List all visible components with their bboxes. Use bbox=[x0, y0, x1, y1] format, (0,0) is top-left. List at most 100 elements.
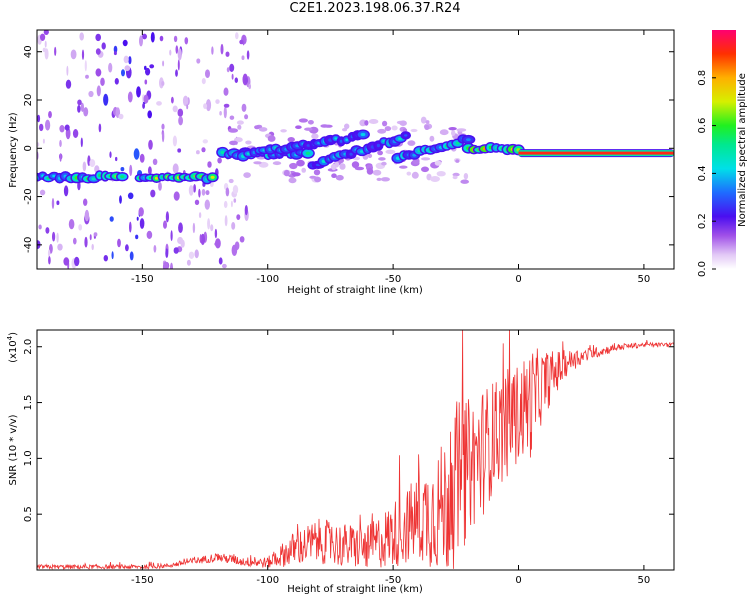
x-tick-label: -150 bbox=[131, 575, 154, 586]
spectrogram-noise-blob bbox=[241, 55, 245, 60]
spectrogram-noise-blob bbox=[39, 189, 46, 196]
spectrogram-noise-blob bbox=[111, 251, 114, 260]
spectrogram-noise-blob bbox=[172, 135, 177, 147]
y-tick-label: 0 bbox=[23, 145, 34, 151]
spectrogram-noise-blob bbox=[207, 161, 212, 168]
spectrogram-noise-blob bbox=[223, 106, 227, 119]
x-tick-label: 50 bbox=[638, 274, 651, 285]
spectrogram-noise-blob bbox=[175, 45, 179, 54]
spectrogram-haze-blob bbox=[288, 177, 297, 184]
spectrogram-haze-blob bbox=[380, 177, 390, 182]
spectrogram-haze-blob bbox=[377, 128, 387, 134]
spectrogram-noise-blob bbox=[37, 114, 41, 123]
spectrogram-noise-blob bbox=[83, 198, 88, 206]
spectrogram-noise-blob bbox=[173, 191, 180, 201]
spectrogram-noise-blob bbox=[129, 164, 133, 177]
spectrogram-noise-blob bbox=[220, 43, 224, 55]
spectrogram-frame bbox=[36, 29, 675, 270]
spectrogram-noise-blob bbox=[193, 184, 197, 193]
spectrogram-noise-blob bbox=[139, 35, 143, 47]
spectrogram-haze-blob bbox=[366, 167, 374, 175]
spectrogram-ridge-peak bbox=[382, 140, 386, 143]
spectrogram-ridge-peak bbox=[154, 176, 159, 180]
y-tick-label: -40 bbox=[23, 237, 34, 253]
y-tick-label: 1.0 bbox=[23, 450, 34, 466]
spectrogram-noise-blob bbox=[226, 67, 230, 73]
spectrogram-haze-blob bbox=[320, 124, 329, 128]
spectrogram-haze-blob bbox=[289, 162, 298, 170]
spectrogram-haze-blob bbox=[424, 124, 430, 130]
spectrogram-noise-blob bbox=[136, 216, 139, 221]
spectrogram-y-axis-label: Frequency (Hz) bbox=[8, 112, 19, 188]
spectrogram-noise-blob bbox=[239, 236, 245, 243]
spectrogram-noise-blob bbox=[224, 215, 228, 227]
spectrogram-noise-blob bbox=[73, 237, 77, 245]
spectrogram-noise-blob bbox=[100, 77, 105, 87]
spectrogram-noise-blob bbox=[139, 218, 145, 229]
spectrogram-noise-blob bbox=[128, 56, 132, 65]
spectrogram-noise-blob bbox=[117, 238, 121, 248]
spectrogram-haze-blob bbox=[335, 174, 344, 181]
spectrogram-noise-blob bbox=[79, 32, 84, 41]
spectrogram-noise-blob bbox=[177, 108, 184, 117]
spectrogram-haze-blob bbox=[339, 163, 346, 170]
spectrogram-noise-blob bbox=[78, 224, 83, 231]
spectrogram-noise-blob bbox=[186, 259, 191, 266]
spectrogram-haze-blob bbox=[451, 130, 456, 137]
spectrogram-noise-blob bbox=[177, 59, 180, 71]
spectrogram-noise-blob bbox=[201, 188, 206, 196]
spectrogram-haze-blob bbox=[425, 120, 430, 124]
spectrogram-noise-blob bbox=[170, 230, 173, 242]
spectrogram-noise-blob bbox=[115, 156, 118, 162]
spectrogram-haze-blob bbox=[295, 125, 302, 129]
y-tick-label: 40 bbox=[23, 45, 34, 58]
spectrogram-noise-blob bbox=[136, 86, 141, 98]
colorbar-gradient bbox=[712, 30, 736, 269]
x-tick-label: -100 bbox=[256, 575, 279, 586]
spectrogram-noise-blob bbox=[198, 212, 202, 219]
spectrogram-noise-blob bbox=[223, 103, 230, 108]
spectrogram-haze-blob bbox=[359, 119, 367, 127]
spectrogram-noise-blob bbox=[123, 55, 129, 64]
spectrogram-haze-blob bbox=[272, 161, 282, 166]
spectrogram-noise-blob bbox=[223, 87, 229, 96]
spectrogram-noise-blob bbox=[56, 232, 59, 243]
spectrogram-haze-blob bbox=[430, 176, 440, 182]
spectrogram-noise-blob bbox=[222, 263, 227, 269]
spectrogram-noise-blob bbox=[54, 46, 57, 57]
spectrogram-noise-blob bbox=[210, 224, 214, 232]
spectrogram-noise-blob bbox=[230, 200, 233, 208]
spectrogram-noise-blob bbox=[233, 198, 237, 203]
spectrogram-noise-blob bbox=[149, 64, 155, 69]
colorbar-tick-label: 0.6 bbox=[697, 118, 708, 134]
spectrogram-haze-blob bbox=[421, 157, 431, 161]
spectrogram-noise-blob bbox=[234, 77, 238, 83]
x-tick-label: -100 bbox=[256, 274, 279, 285]
spectrogram-noise-blob bbox=[70, 49, 77, 60]
spectrogram-noise-blob bbox=[120, 167, 125, 172]
spectrogram-noise-blob bbox=[51, 198, 55, 209]
spectrogram-noise-blob bbox=[122, 39, 128, 47]
spectrogram-noise-blob bbox=[38, 224, 42, 230]
spectrogram-haze-blob bbox=[367, 153, 373, 158]
spectrogram-haze-blob bbox=[452, 172, 460, 177]
snr-frame bbox=[36, 329, 675, 571]
spectrogram-noise-blob bbox=[202, 139, 208, 144]
spectrogram-noise-blob bbox=[66, 65, 69, 76]
spectrogram-noise-blob bbox=[170, 262, 173, 269]
spectrogram-haze-blob bbox=[234, 137, 243, 143]
spectrogram-haze-blob bbox=[283, 169, 290, 177]
spectrogram-noise-blob bbox=[39, 123, 44, 132]
spectrogram-noise-blob bbox=[235, 32, 239, 40]
spectrogram-noise-blob bbox=[211, 46, 214, 55]
spectrogram-noise-blob bbox=[146, 230, 153, 239]
spectrogram-noise-blob bbox=[89, 234, 92, 241]
spectrogram-noise-blob bbox=[215, 99, 220, 104]
spectrogram-noise-blob bbox=[156, 101, 162, 106]
spectrogram-noise-blob bbox=[113, 51, 117, 56]
spectrogram-noise-blob bbox=[47, 249, 51, 257]
spectrogram-noise-blob bbox=[244, 205, 248, 216]
spectrogram-noise-blob bbox=[171, 96, 174, 104]
spectrogram-noise-blob bbox=[83, 107, 89, 117]
spectrogram-noise-blob bbox=[178, 116, 184, 126]
